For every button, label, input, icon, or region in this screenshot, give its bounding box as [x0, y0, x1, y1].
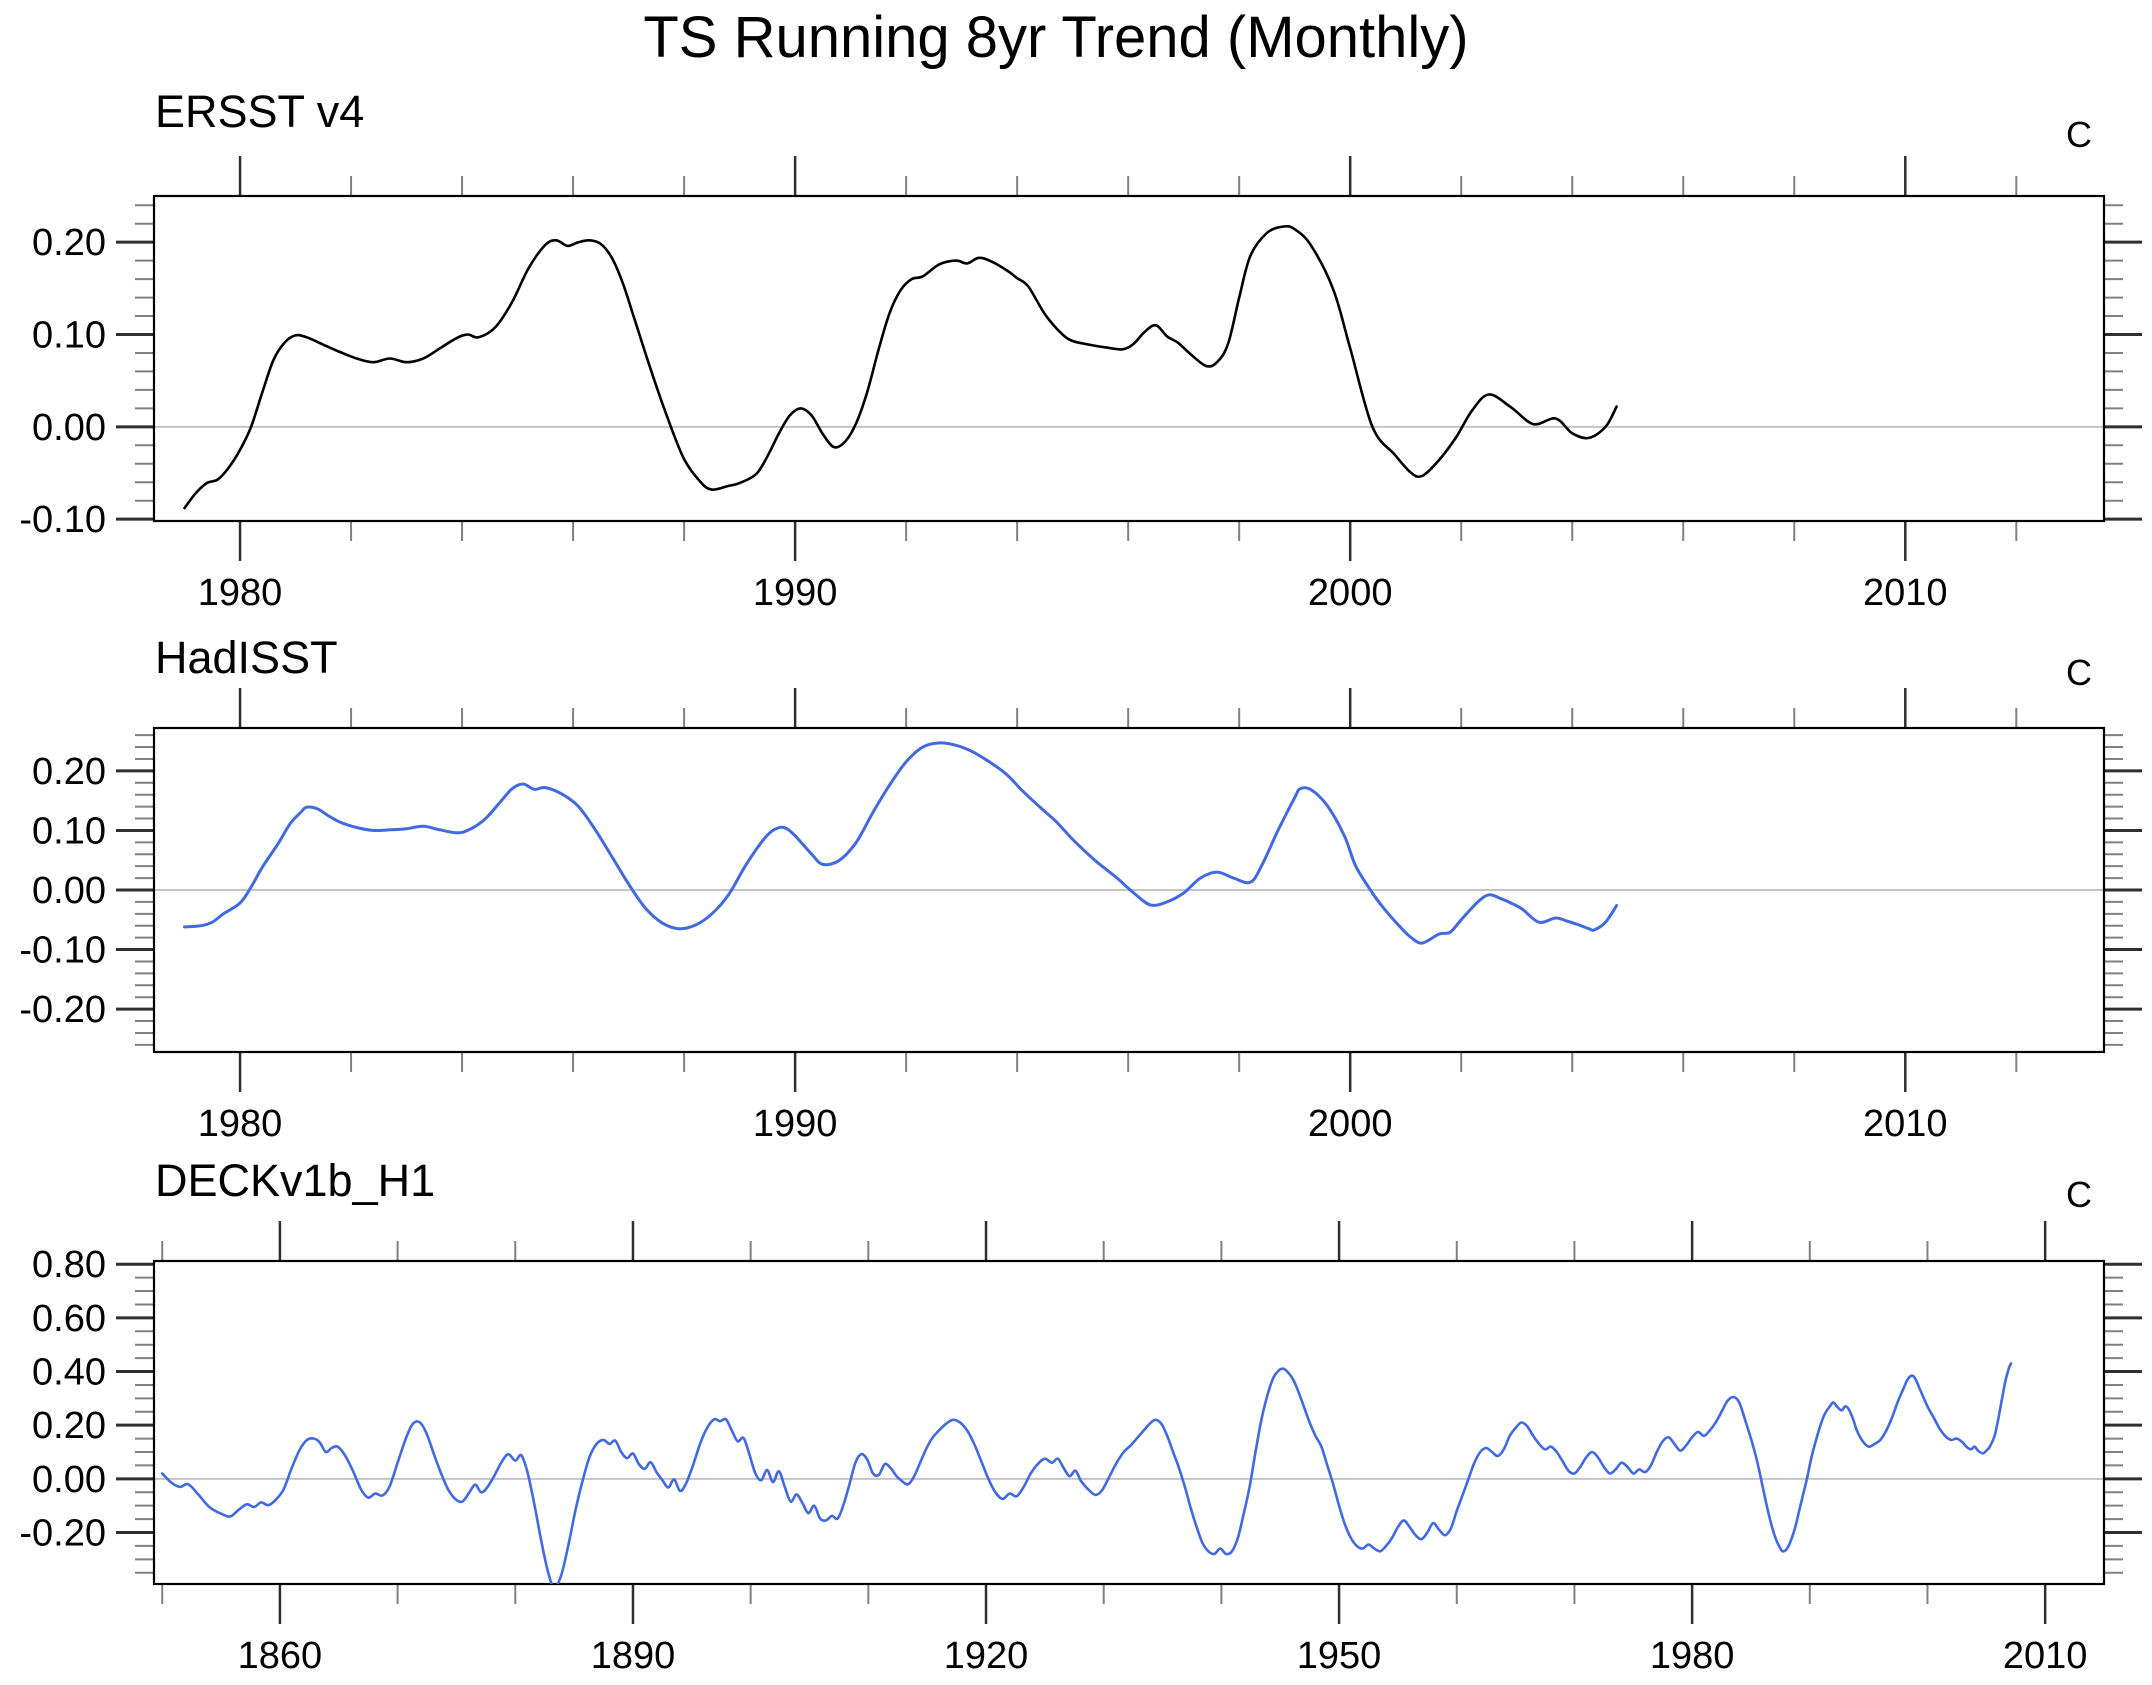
svg-text:0.10: 0.10 — [32, 314, 106, 356]
svg-text:0.40: 0.40 — [32, 1352, 106, 1394]
svg-text:1980: 1980 — [1650, 1635, 1735, 1677]
panel-title-hadisst: HadISST — [155, 632, 338, 683]
svg-text:2000: 2000 — [1308, 1103, 1393, 1145]
svg-text:2010: 2010 — [2003, 1635, 2088, 1677]
chart-main-title: TS Running 8yr Trend (Monthly) — [643, 5, 1469, 70]
svg-text:1920: 1920 — [944, 1635, 1029, 1677]
svg-text:0.10: 0.10 — [32, 810, 106, 852]
svg-text:1860: 1860 — [238, 1635, 323, 1677]
svg-text:1980: 1980 — [198, 572, 283, 614]
svg-text:2000: 2000 — [1308, 572, 1393, 614]
panel-title-deckv1b-h1: DECKv1b_H1 — [155, 1155, 436, 1206]
svg-text:0.20: 0.20 — [32, 1405, 106, 1447]
svg-text:-0.10: -0.10 — [19, 499, 106, 541]
svg-text:2010: 2010 — [1863, 1103, 1948, 1145]
svg-text:2010: 2010 — [1863, 572, 1948, 614]
svg-text:-0.20: -0.20 — [19, 1512, 106, 1554]
svg-text:1990: 1990 — [753, 572, 838, 614]
svg-text:1950: 1950 — [1297, 1635, 1382, 1677]
svg-text:0.80: 0.80 — [32, 1244, 106, 1286]
svg-text:0.60: 0.60 — [32, 1298, 106, 1340]
panel-title-ersst-v4: ERSST v4 — [155, 86, 365, 137]
unit-label-ersst-v4: C — [2066, 114, 2092, 155]
svg-text:0.20: 0.20 — [32, 751, 106, 793]
svg-text:0.00: 0.00 — [32, 407, 106, 449]
svg-text:-0.20: -0.20 — [19, 989, 106, 1031]
svg-text:0.00: 0.00 — [32, 870, 106, 912]
svg-text:0.00: 0.00 — [32, 1459, 106, 1501]
svg-text:1890: 1890 — [591, 1635, 676, 1677]
unit-label-hadisst: C — [2066, 652, 2092, 693]
svg-text:0.20: 0.20 — [32, 222, 106, 264]
svg-text:1990: 1990 — [753, 1103, 838, 1145]
svg-text:-0.10: -0.10 — [19, 930, 106, 972]
svg-text:1980: 1980 — [198, 1103, 283, 1145]
unit-label-deckv1b-h1: C — [2066, 1174, 2092, 1215]
